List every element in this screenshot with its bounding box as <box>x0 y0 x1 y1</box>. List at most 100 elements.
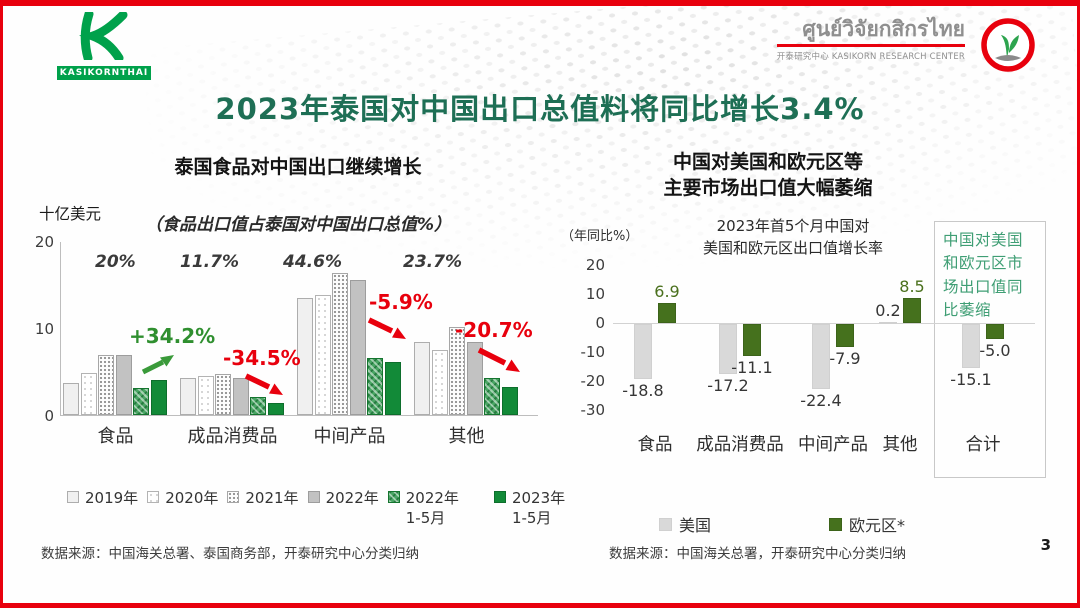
legend-label-line1: 2020年 <box>165 489 219 507</box>
legend-label-line1: 2022年 <box>405 489 459 507</box>
right-y-tick: -20 <box>580 372 606 390</box>
kasikorn-k-icon <box>79 12 128 60</box>
bar <box>466 341 483 415</box>
bar <box>232 377 249 415</box>
bar <box>743 324 761 357</box>
legend-label: 美国 <box>679 516 712 535</box>
legend-label: 2022年 1-5月 <box>406 488 459 529</box>
growth-annotation-food: +34.2% <box>129 324 216 348</box>
left-y-tick: 0 <box>44 407 54 425</box>
right-source-note: 数据来源：中国海关总署，开泰研究中心分类归纳 <box>609 546 906 562</box>
down-arrow-icon <box>367 317 406 339</box>
legend-item: 美国 <box>659 512 711 536</box>
legend-label: 2020年 <box>165 488 218 508</box>
legend-item: 2023年 1-5月 <box>493 488 565 529</box>
legend-label-line2: 1-5月 <box>405 509 446 528</box>
sprout-icon <box>981 18 1035 72</box>
bar <box>658 302 676 323</box>
left-chart-subtitle: （食品出口值占泰国对中国出口总值%） <box>144 215 452 235</box>
value-label: -15.1 <box>950 369 992 389</box>
share-of-total-label: 20% <box>95 252 136 272</box>
kasikornthai-logo: KASIKORNTHAI <box>49 12 159 80</box>
bar <box>115 354 132 415</box>
legend-item: 2022年 <box>307 488 379 508</box>
value-label: -18.8 <box>622 380 664 400</box>
bar <box>150 380 167 415</box>
legend-label: 2019年 <box>85 488 138 508</box>
bar <box>879 322 897 324</box>
legend-label: 2023年 1-5月 <box>512 488 565 529</box>
right-chart-subtitle-line1: 2023年首5个月中国对 <box>716 217 870 235</box>
value-label: 0.2 <box>875 301 901 320</box>
bar <box>449 327 465 415</box>
legend-label: 欧元区* <box>849 516 906 535</box>
right-zero-line <box>613 323 1035 324</box>
bar <box>215 374 231 415</box>
dots-light-swatch-icon <box>147 491 160 503</box>
legend-label: 2022年 <box>326 488 379 508</box>
decline-annotation-other: -20.7% <box>455 318 533 342</box>
legend-label-line1: 2022年 <box>325 489 379 507</box>
bar <box>431 349 448 415</box>
bar <box>250 396 266 415</box>
bar <box>267 402 284 415</box>
value-label: 6.9 <box>654 281 680 301</box>
legend-item: 2019年 <box>67 488 138 508</box>
research-center-thai-name: ศูนย์วิจัยกสิกรไทย <box>802 17 965 41</box>
down-arrow-icon <box>477 347 520 372</box>
value-label: 8.5 <box>899 277 925 297</box>
bar <box>63 382 79 415</box>
legend-item: 2022年 1-5月 <box>387 488 459 529</box>
research-center-sub-name: 开泰研究中心 KASIKORN RESEARCH CENTER <box>776 52 965 63</box>
bar <box>484 377 500 415</box>
left-y-tick: 10 <box>34 320 54 338</box>
right-chart-ylabel: （年同比%） <box>561 229 639 244</box>
legend-item: 2020年 <box>147 488 218 508</box>
gray-swatch-icon <box>307 491 320 503</box>
category-label: 中间产品 <box>798 435 868 455</box>
kasikornthai-wordmark: KASIKORNTHAI <box>56 66 152 80</box>
right-chart-title: 中国对美国和欧元区等 主要市场出口值大幅萎缩 <box>623 150 913 201</box>
value-label: -7.9 <box>829 348 861 368</box>
bar <box>133 388 149 415</box>
bar <box>367 357 383 415</box>
left-chart-legend: 2019年 2020年 2021年 2022年 2022年 1-5月 2023年 1-5月 <box>67 488 565 529</box>
legend-label-line1: 2019年 <box>85 489 139 507</box>
share-of-total-label: 11.7% <box>180 252 239 272</box>
share-of-total-label: 23.7% <box>403 252 462 272</box>
left-source-note: 数据来源：中国海关总署、泰国商务部，开泰研究中心分类归纳 <box>41 546 419 562</box>
research-center-logo: ศูนย์วิจัยกสิกรไทย 开泰研究中心 KASIKORN RESEA… <box>776 17 965 63</box>
left-chart-title: 泰国食品对中国出口继续增长 <box>174 156 422 178</box>
value-label: -11.1 <box>731 358 773 378</box>
left-chart-unit-label: 十亿美元 <box>39 205 102 223</box>
right-y-tick: -30 <box>580 401 606 419</box>
legend-label-line2: 1-5月 <box>511 509 552 528</box>
bar <box>80 373 97 415</box>
share-of-total-label: 44.6% <box>283 252 342 272</box>
left-plot: 20 10 0 20% 食品 11.7% 成品消费品 44.6% 中间产品 23.7% 其他 <box>35 233 538 447</box>
value-label: -17.2 <box>707 375 749 395</box>
bar <box>501 387 518 415</box>
left-x-axis-line <box>60 415 538 416</box>
bar <box>719 324 737 374</box>
category-label: 合计 <box>965 435 1001 455</box>
legend-label-line1: 2023年 <box>511 489 566 507</box>
highlight-note-text: 中国对美国和欧元区市场出口值同比萎缩 <box>943 231 1024 319</box>
total-highlight-box: 中国对美国和欧元区市场出口值同比萎缩 <box>934 221 1046 478</box>
right-chart-subtitle-line2: 美国和欧元区出口值增长率 <box>702 238 883 257</box>
bar <box>332 273 348 415</box>
bar <box>986 324 1004 339</box>
category-label: 其他 <box>882 435 918 455</box>
left-y-tick: 20 <box>34 233 54 251</box>
category-label: 食品 <box>637 435 673 455</box>
decline-annotation-intermediate: -5.9% <box>369 290 433 314</box>
category-label: 成品消费品 <box>187 426 278 447</box>
logo-underline <box>776 44 965 48</box>
bar <box>836 324 854 347</box>
right-y-tick: 10 <box>585 285 605 303</box>
right-y-tick: 20 <box>585 256 605 274</box>
category-label: 其他 <box>448 426 485 447</box>
legend-item: 2021年 <box>227 488 299 508</box>
bar <box>903 298 921 323</box>
